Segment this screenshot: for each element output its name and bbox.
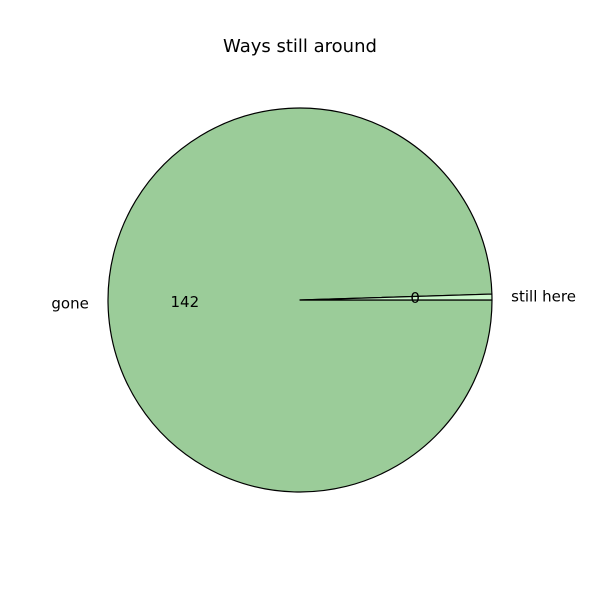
pie-slice-still-here [299,293,493,301]
chart-title: Ways still around [223,36,377,57]
slice-label-gone: gone [51,294,88,312]
pie-slices [107,107,493,493]
pie-labels: gone 142 still here 0 [51,288,576,313]
slice-value-gone: 142 [170,293,199,311]
slice-label-still-here: still here [511,288,576,306]
slice-value-still-here: 0 [410,289,420,307]
